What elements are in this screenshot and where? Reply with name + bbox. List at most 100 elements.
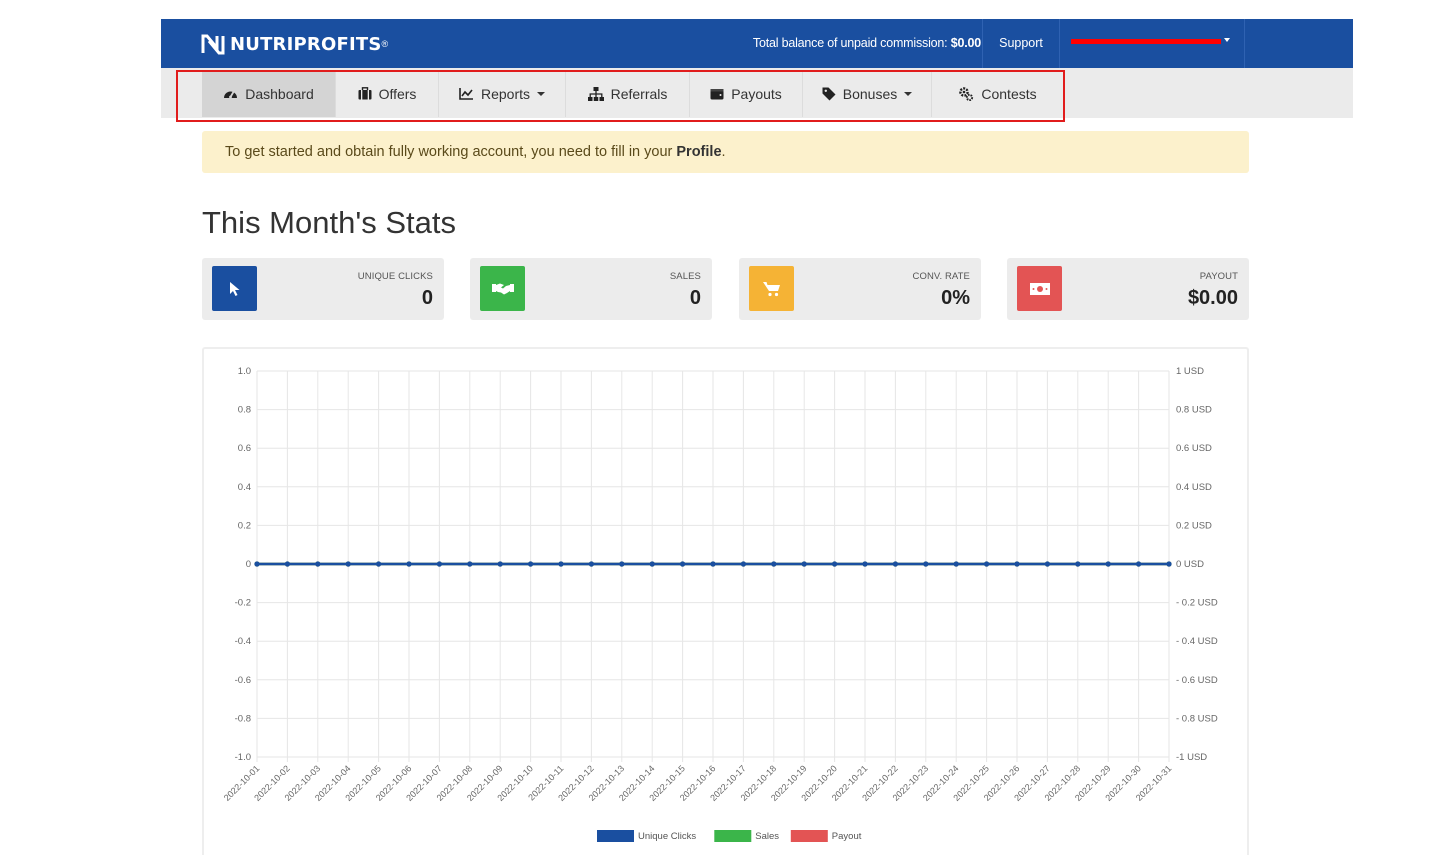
y2-tick-label: 0 USD [1176, 559, 1204, 570]
nav-label: Dashboard [245, 85, 314, 102]
data-point [254, 561, 260, 567]
nav-label: Offers [378, 85, 417, 102]
nav-bonuses[interactable]: Bonuses [803, 70, 932, 117]
profile-alert: To get started and obtain fully working … [202, 131, 1249, 173]
cogs-icon [959, 86, 974, 101]
stat-value: $0.00 [1187, 287, 1238, 309]
data-point [528, 561, 534, 567]
y-tick-label: 1.0 [238, 366, 251, 377]
data-point [984, 561, 990, 567]
data-point [345, 561, 351, 567]
stat-card-conv-rate: CONV. RATE 0% [739, 258, 981, 320]
data-point [406, 561, 412, 567]
y-tick-label: 0.2 [238, 520, 251, 531]
stat-value: 0% [941, 287, 970, 309]
stat-card-unique-clicks: UNIQUE CLICKS 0 [202, 258, 444, 320]
data-point [1136, 561, 1142, 567]
data-point [315, 561, 321, 567]
nav-offers[interactable]: Offers [336, 70, 439, 117]
cart-icon [749, 266, 794, 311]
nav-label: Payouts [731, 85, 782, 102]
legend-swatch [714, 830, 752, 842]
caret-down-icon [1224, 38, 1230, 42]
nav-label: Reports [480, 85, 531, 102]
logo[interactable]: NUTRIPROFITS ® [201, 31, 388, 57]
tag-icon [822, 87, 836, 100]
y-tick-label: -0.4 [235, 636, 251, 647]
y2-tick-label: 1 USD [1176, 366, 1204, 377]
legend-label: Payout [832, 831, 862, 842]
data-point [558, 561, 564, 567]
legend-swatch [790, 830, 828, 842]
stats-line-chart: 1.0 1 USD 0.8 0.8 USD 0.6 0.6 USD 0.4 0.4 USD 0.… [222, 366, 1218, 842]
y2-tick-label: - 0.6 USD [1176, 675, 1218, 686]
unpaid-balance: Total balance of unpaid commission: $0.0… [721, 19, 981, 68]
caret-down-icon [904, 91, 913, 96]
redacted-username [1071, 39, 1221, 44]
balance-label: Total balance of unpaid commission: [752, 36, 948, 50]
y2-tick-label: 0.8 USD [1176, 405, 1212, 416]
data-point [436, 561, 442, 567]
profile-link[interactable]: Profile [676, 144, 722, 160]
y-tick-label: -0.6 [235, 675, 251, 686]
y2-tick-label: 0.4 USD [1176, 482, 1212, 493]
y-tick-label: -0.8 [235, 713, 251, 724]
data-point [680, 561, 686, 567]
data-point [892, 561, 899, 567]
data-point [740, 561, 747, 567]
user-menu[interactable] [1059, 19, 1244, 68]
y-tick-label: -1.0 [235, 752, 251, 763]
divider [1244, 19, 1245, 68]
y-tick-label: 0.6 [238, 443, 251, 454]
data-point [497, 561, 503, 567]
data-point [832, 561, 838, 567]
legend-label: Sales [755, 831, 779, 842]
nav-label: Bonuses [842, 85, 898, 102]
y2-tick-label: - 0.2 USD [1176, 598, 1218, 609]
chart-line-icon [459, 87, 473, 100]
money-icon [1017, 266, 1062, 311]
stat-value: 0 [421, 287, 433, 309]
nav-dashboard[interactable]: Dashboard [202, 70, 336, 117]
data-point [710, 561, 716, 567]
support-link[interactable]: Support [999, 36, 1043, 50]
nav-reports[interactable]: Reports [439, 70, 566, 117]
cursor-icon [212, 266, 257, 311]
data-point [923, 561, 929, 567]
y-tick-label: -0.2 [235, 598, 251, 609]
nav-label: Referrals [610, 85, 668, 102]
nav-payouts[interactable]: Payouts [690, 70, 803, 117]
stat-card-payout: PAYOUT $0.00 [1007, 258, 1249, 320]
alert-suffix: . [721, 144, 726, 160]
legend-swatch [597, 830, 634, 842]
y2-tick-label: 0.6 USD [1176, 443, 1212, 454]
legend-label: Unique Clicks [638, 831, 696, 842]
briefcase-icon [358, 87, 372, 100]
data-point [771, 561, 777, 567]
stat-card-sales: SALES 0 [470, 258, 712, 320]
data-point [284, 561, 290, 567]
y2-tick-label: - 0.8 USD [1176, 713, 1218, 724]
stat-label: PAYOUT [1199, 271, 1238, 282]
data-point [588, 561, 594, 567]
wallet-icon [710, 88, 724, 99]
data-point [1044, 561, 1050, 567]
sitemap-icon [587, 86, 604, 101]
y-tick-label: 0.8 [238, 405, 251, 416]
data-point [376, 561, 382, 567]
dashboard-icon [224, 90, 238, 99]
data-point [619, 561, 625, 567]
y2-tick-label: - 0.4 USD [1176, 636, 1218, 647]
nav-label: Contests [981, 85, 1037, 102]
caret-down-icon [537, 91, 546, 96]
data-point [467, 561, 473, 567]
data-point [1014, 561, 1020, 567]
nav-referrals[interactable]: Referrals [566, 70, 690, 117]
data-point [862, 561, 868, 567]
y-tick-label: 0.4 [238, 482, 251, 493]
data-point [801, 561, 807, 567]
data-point [1166, 561, 1172, 567]
data-point [1105, 561, 1111, 567]
nav-contests[interactable]: Contests [932, 70, 1063, 117]
alert-text: To get started and obtain fully working … [225, 144, 673, 160]
